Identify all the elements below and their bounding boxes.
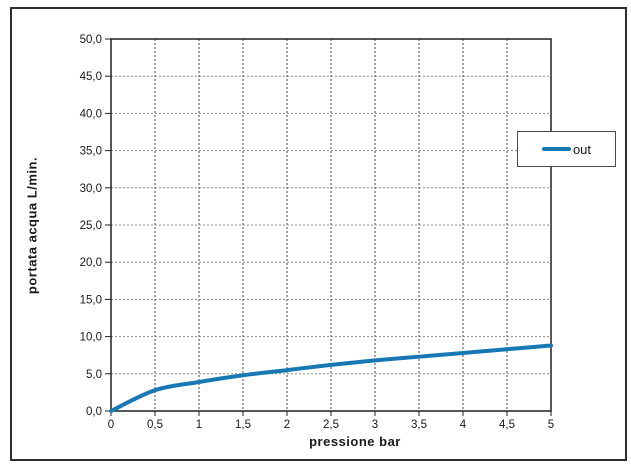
y-axis-title: portata acqua L/min. — [24, 156, 40, 295]
x-tick-label: 4,5 — [499, 419, 515, 431]
legend-item-label: out — [572, 141, 592, 157]
y-tick-label: 0,0 — [86, 406, 102, 418]
y-tick-label: 50,0 — [80, 34, 102, 46]
y-tick-label: 40,0 — [80, 108, 102, 120]
y-tick-label: 30,0 — [80, 183, 102, 195]
y-tick-label: 20,0 — [80, 257, 102, 269]
x-tick-label: 5 — [548, 419, 554, 431]
y-tick-label: 10,0 — [80, 332, 102, 344]
x-tick-label: 1,5 — [235, 419, 251, 431]
y-tick-label: 25,0 — [80, 220, 102, 232]
y-tick-label: 35,0 — [80, 146, 102, 158]
x-axis-title: pressione bar — [309, 434, 401, 449]
y-tick-label: 45,0 — [80, 71, 102, 83]
x-tick-label: 2 — [284, 419, 290, 431]
legend-line-swatch — [541, 147, 571, 151]
legend-box: out — [517, 131, 616, 167]
series-line-out — [109, 343, 553, 413]
x-tick-label: 3,5 — [411, 419, 427, 431]
chart-frame — [10, 7, 627, 461]
x-tick-label: 4 — [460, 419, 467, 431]
y-tick-label: 15,0 — [80, 294, 102, 306]
x-tick-label: 0 — [108, 419, 114, 431]
x-tick-label: 3 — [372, 419, 378, 431]
x-tick-label: 1 — [196, 419, 202, 431]
y-tick-label: 5,0 — [86, 369, 102, 381]
x-tick-label: 0,5 — [147, 419, 163, 431]
x-tick-label: 2,5 — [323, 419, 339, 431]
